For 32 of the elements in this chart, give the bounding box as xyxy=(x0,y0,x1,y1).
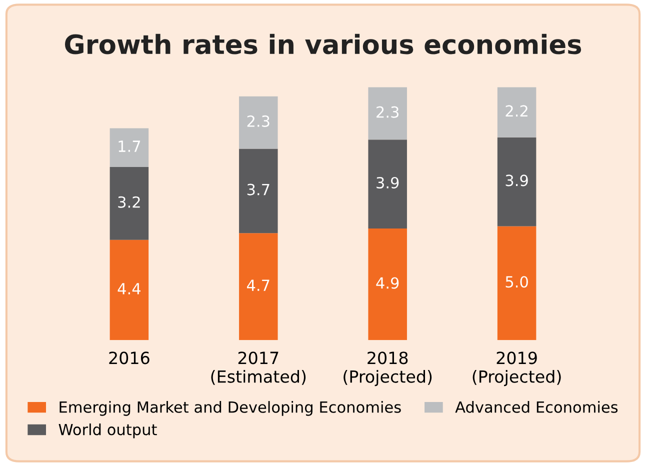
bar xyxy=(368,228,407,340)
data-label: 5.0 xyxy=(506,276,528,288)
bar xyxy=(110,128,149,167)
bar xyxy=(110,240,149,340)
legend-label: Emerging Market and Developing Economies xyxy=(60,401,401,416)
data-label: 2.3 xyxy=(247,115,270,127)
data-label: 4.9 xyxy=(376,277,399,289)
data-label: 3.2 xyxy=(118,196,140,208)
x-tick-label: 2017 (Estimated) xyxy=(211,352,306,385)
data-label: 3.9 xyxy=(376,176,399,188)
bar xyxy=(239,148,278,234)
bar xyxy=(497,226,536,340)
data-label: 4.4 xyxy=(118,283,140,294)
data-label: 2.3 xyxy=(376,106,399,118)
data-label: 2.2 xyxy=(506,105,528,116)
legend-label: World output xyxy=(58,423,157,438)
bar xyxy=(368,87,407,140)
x-tick-label: 2019 (Projected) xyxy=(472,352,561,386)
bar xyxy=(239,233,278,340)
bar xyxy=(368,140,407,229)
x-tick-label: 2018 (Projected) xyxy=(344,352,432,386)
bar xyxy=(239,96,278,149)
data-label: 3.9 xyxy=(506,174,528,186)
data-label: 1.7 xyxy=(118,140,140,152)
legend-label: Advanced Economies xyxy=(455,401,618,413)
bar xyxy=(497,87,536,138)
bar xyxy=(110,166,149,240)
x-tick-label: 2016 xyxy=(109,352,150,364)
bar xyxy=(497,137,536,226)
data-label: 4.7 xyxy=(247,280,270,291)
data-label: 3.7 xyxy=(247,184,270,196)
chart-title: Growth rates in various economies xyxy=(65,34,582,54)
